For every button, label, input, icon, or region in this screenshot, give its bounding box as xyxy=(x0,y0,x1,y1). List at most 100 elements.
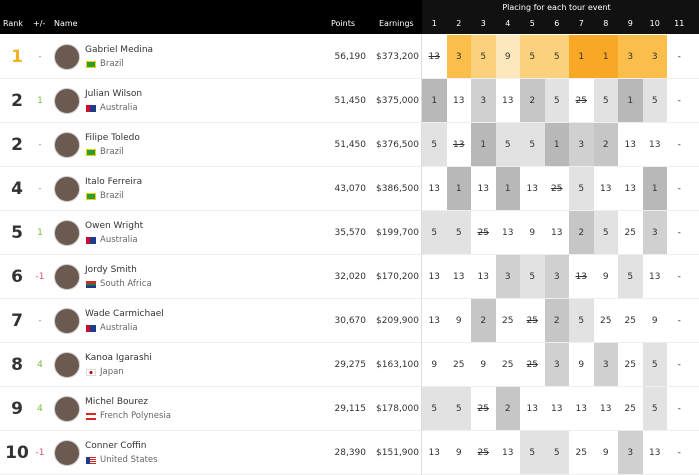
event-header: 10 xyxy=(649,19,660,28)
earnings: $373,200 xyxy=(376,52,419,62)
rank-change: 4 xyxy=(37,360,43,370)
earnings: $376,500 xyxy=(376,140,419,150)
placing-cell: 3 xyxy=(544,343,569,387)
placing-cell: 9 xyxy=(529,228,536,238)
points-header: Points xyxy=(331,19,356,28)
placing-cell: 5 xyxy=(593,79,618,123)
placing-cell: 9 xyxy=(480,360,487,370)
avatar xyxy=(54,352,80,378)
placing-cell: 3 xyxy=(618,431,643,475)
event-header: 5 xyxy=(529,19,535,28)
flag xyxy=(86,457,96,464)
placing-cell: 25 xyxy=(502,360,514,370)
placing-cell: 2 xyxy=(593,123,618,167)
placing-cell: 5 xyxy=(422,211,447,255)
event-header: 3 xyxy=(480,19,486,28)
rank-change: -1 xyxy=(35,448,45,458)
avatar xyxy=(54,132,80,158)
row-divider xyxy=(0,430,699,431)
placing-cell: 5 xyxy=(642,387,667,431)
placing-cell: 25 xyxy=(575,448,587,458)
points: 35,570 xyxy=(334,228,367,238)
placing-cell: 9 xyxy=(602,448,609,458)
placing-cell: 3 xyxy=(593,343,618,387)
event-header: 1 xyxy=(431,19,437,28)
country: Australia xyxy=(100,323,138,333)
avatar xyxy=(54,220,80,246)
placing-cell: 13 xyxy=(453,96,465,106)
placing-cell: 3 xyxy=(642,211,667,255)
placing-cell: 1 xyxy=(471,123,496,167)
placing-cell: 13 xyxy=(575,404,587,414)
placing-cell: 2 xyxy=(544,299,569,343)
placing-cell: 9 xyxy=(495,35,520,79)
rank: 6 xyxy=(11,267,23,287)
placing-cell: 13 xyxy=(526,404,538,414)
placing-cell: 13 xyxy=(428,52,440,62)
points: 51,450 xyxy=(334,96,367,106)
country: Australia xyxy=(100,103,138,113)
rank-change: 4 xyxy=(37,404,43,414)
rank-header: Rank xyxy=(3,19,23,28)
flag xyxy=(86,149,96,156)
placing-cell: 25 xyxy=(575,96,587,106)
placing-cell: 5 xyxy=(446,387,471,431)
events-border xyxy=(421,34,422,475)
placing-cell: 25 xyxy=(551,184,563,194)
rank: 10 xyxy=(5,443,29,463)
flag xyxy=(86,281,96,288)
earnings: $151,900 xyxy=(376,448,419,458)
placing-cell: 5 xyxy=(520,431,545,475)
placing-cell: 5 xyxy=(495,123,520,167)
country: South Africa xyxy=(100,279,152,289)
rank: 5 xyxy=(11,223,23,243)
placing-cell: 3 xyxy=(495,255,520,299)
placing-cell: 5 xyxy=(544,79,569,123)
rank-change: - xyxy=(38,52,42,62)
rank: 7 xyxy=(11,311,23,331)
surfer-name: Kanoa Igarashi xyxy=(85,353,152,363)
flag xyxy=(86,105,96,112)
placing-cell: 25 xyxy=(502,316,514,326)
surfer-name: Filipe Toledo xyxy=(85,133,140,143)
placing-cell: 13 xyxy=(551,404,563,414)
placing-cell: 25 xyxy=(624,228,636,238)
event-header: 6 xyxy=(554,19,560,28)
placing-cell: 13 xyxy=(649,140,661,150)
flag xyxy=(86,61,96,68)
placing-cell: 3 xyxy=(544,255,569,299)
rank-change: - xyxy=(38,184,42,194)
earnings: $178,000 xyxy=(376,404,419,414)
name-header: Name xyxy=(54,19,78,28)
placing-cell: 25 xyxy=(624,360,636,370)
placing-cell: 5 xyxy=(569,299,594,343)
country: United States xyxy=(100,455,158,465)
avatar xyxy=(54,396,80,422)
flag xyxy=(86,325,96,332)
placing-cell: 2 xyxy=(495,387,520,431)
event-header: 8 xyxy=(603,19,609,28)
row-divider xyxy=(0,254,699,255)
placing-cell: 3 xyxy=(471,79,496,123)
placing-cell: 1 xyxy=(593,35,618,79)
placing-cell: 2 xyxy=(569,211,594,255)
surfer-name: Gabriel Medina xyxy=(85,45,154,55)
avatar xyxy=(54,88,80,114)
placing-cell: 5 xyxy=(446,211,471,255)
avatar xyxy=(54,176,80,202)
surfer-name: Jordy Smith xyxy=(85,265,137,275)
placing-cell: 25 xyxy=(600,316,612,326)
placing-cell: 13 xyxy=(624,140,636,150)
placing-cell: 5 xyxy=(520,123,545,167)
earnings: $170,200 xyxy=(376,272,419,282)
points: 32,020 xyxy=(334,272,367,282)
placing-cell: 25 xyxy=(453,360,465,370)
flag xyxy=(86,369,96,376)
placing-cell: 9 xyxy=(455,316,462,326)
placing-cell: - xyxy=(677,140,681,150)
rank-change: - xyxy=(38,140,42,150)
placing-cell: 1 xyxy=(642,167,667,211)
placing-cell: - xyxy=(677,316,681,326)
points: 43,070 xyxy=(334,184,367,194)
